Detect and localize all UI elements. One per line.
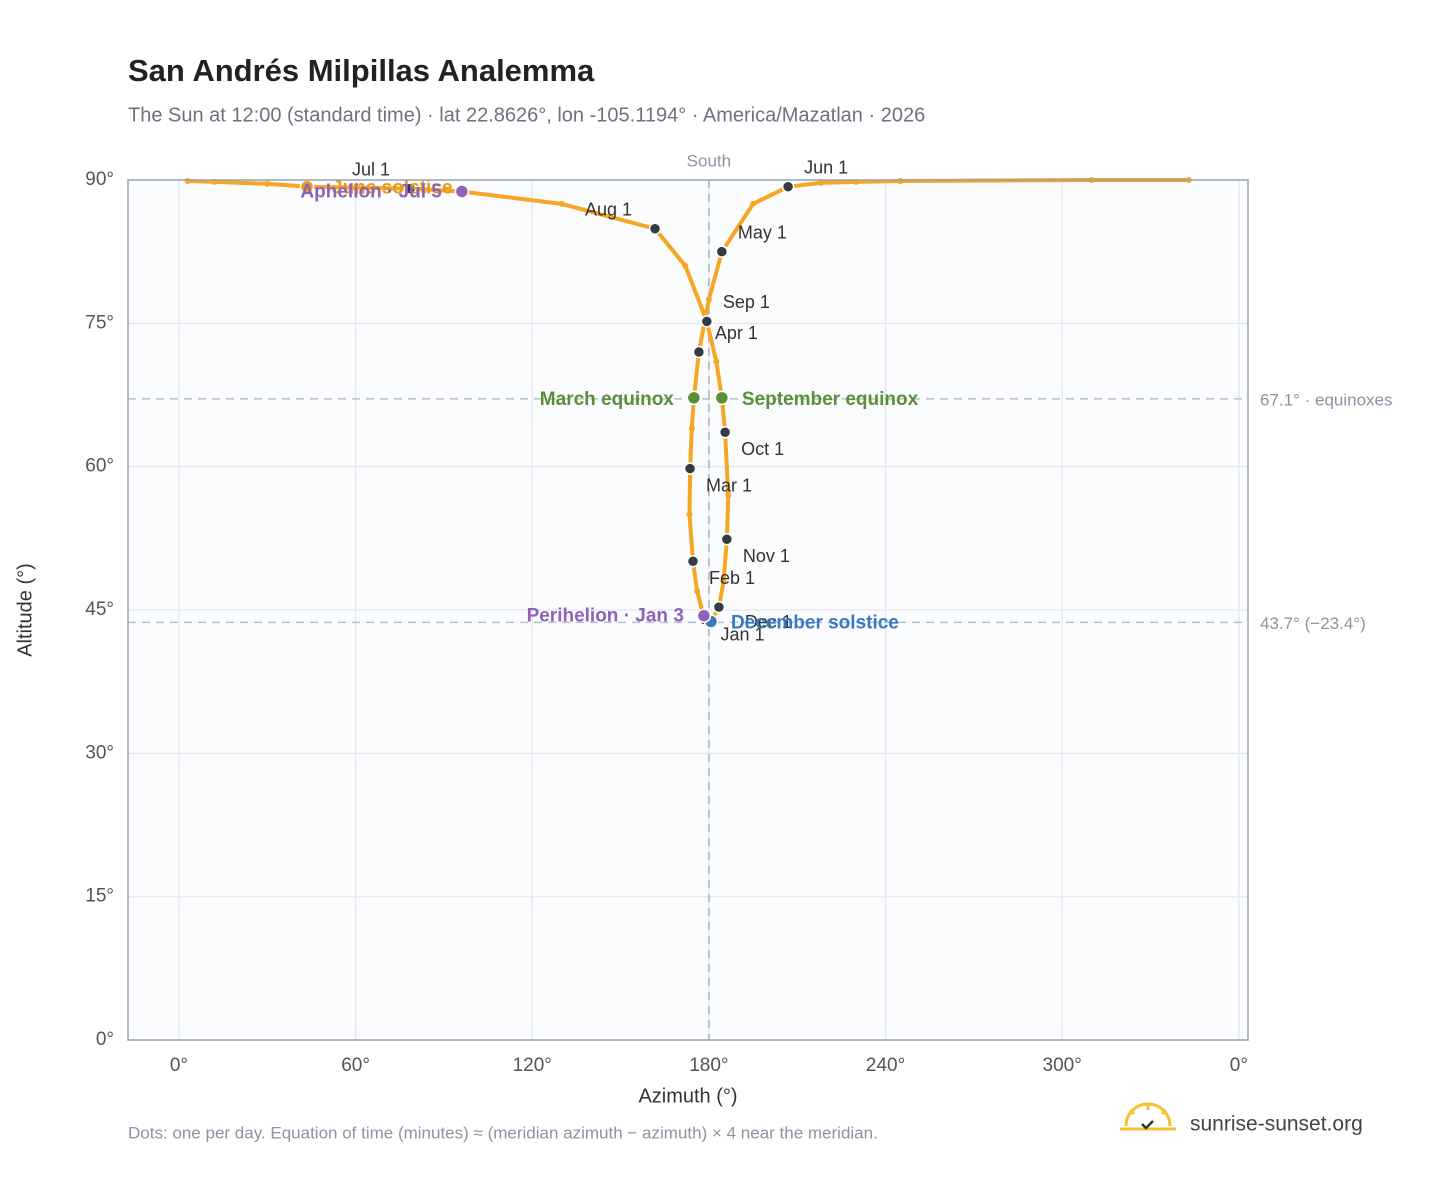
y-tick-label: 15°	[85, 886, 114, 907]
y-axis-label: Altitude (°)	[14, 563, 36, 657]
month-marker	[712, 600, 726, 614]
month-label: Sep 1	[723, 292, 770, 312]
event-label: June solstice	[332, 178, 452, 199]
month-marker	[781, 180, 795, 193]
reference-label: 43.7° (−23.4°)	[1260, 614, 1366, 633]
month-marker	[718, 426, 732, 439]
event-marker	[714, 390, 730, 406]
brand-logo	[1120, 1102, 1176, 1131]
month-label: Jul 1	[352, 159, 390, 179]
x-tick-label: 120°	[513, 1055, 552, 1076]
y-tick-label: 90°	[85, 169, 114, 190]
x-tick-label: 60°	[341, 1055, 370, 1076]
x-axis-label: Azimuth (°)	[638, 1085, 737, 1107]
marks: Jan 1 Feb 1 Mar 1 Apr 1 May 1 Jun 1 Jul 1 Aug 1…	[184, 157, 1192, 644]
x-tick-label: 180°	[689, 1055, 728, 1076]
x-tick-label: 0°	[170, 1055, 188, 1076]
day-dot	[184, 177, 191, 184]
month-marker	[715, 245, 729, 258]
month-label: Aug 1	[585, 199, 632, 219]
month-marker	[700, 315, 714, 328]
month-label: Nov 1	[743, 546, 790, 566]
y-tick-label: 30°	[85, 742, 114, 763]
x-tick-label: 300°	[1043, 1055, 1082, 1076]
day-dot	[817, 179, 824, 186]
chart-subtitle: The Sun at 12:00 (standard time) · lat 2…	[128, 104, 925, 126]
day-dot	[750, 200, 757, 207]
plot-frame	[127, 179, 1249, 1041]
y-tick-label: 0°	[96, 1029, 114, 1050]
x-tick-label: 0°	[1230, 1055, 1248, 1076]
event-label: March equinox	[540, 389, 675, 410]
month-label: Oct 1	[741, 439, 784, 459]
chart-title: San Andrés Milpillas Analemma	[128, 53, 595, 88]
month-marker	[692, 345, 706, 359]
reference-label: 67.1° · equinoxes	[1260, 390, 1393, 409]
event-label: Perihelion · Jan 3	[527, 606, 684, 627]
month-label: Mar 1	[706, 475, 752, 495]
month-marker	[403, 182, 417, 195]
y-tick-label: 45°	[85, 599, 114, 620]
day-dot	[694, 587, 701, 594]
day-dot	[897, 177, 904, 184]
event-label: Aphelion · Jul 5	[300, 181, 442, 202]
y-tick-label: 60°	[85, 456, 114, 477]
day-dot	[720, 578, 727, 585]
month-label: Jan 1	[720, 624, 764, 644]
month-marker	[683, 462, 697, 475]
day-dot	[705, 296, 712, 303]
month-label: Feb 1	[709, 568, 755, 588]
month-label: Dec 1	[745, 612, 792, 632]
month-label: Apr 1	[715, 323, 758, 343]
meridian-label: South	[687, 151, 731, 170]
day-dot	[264, 180, 271, 187]
month-marker	[648, 222, 662, 235]
y-tick-label: 75°	[85, 312, 114, 333]
day-dot	[682, 263, 689, 269]
day-dot	[686, 511, 693, 518]
day-dot	[688, 425, 695, 432]
footnote: Dots: one per day. Equation of time (min…	[128, 1123, 878, 1142]
event-label: December solstice	[731, 612, 899, 633]
brand: sunrise-sunset.org	[1190, 1113, 1363, 1136]
day-dot	[725, 492, 732, 499]
x-tick-label: 240°	[866, 1055, 905, 1076]
event-marker	[686, 390, 702, 406]
event-marker	[454, 184, 470, 199]
month-label: May 1	[738, 222, 787, 242]
day-dot	[352, 184, 359, 191]
event-marker	[696, 608, 712, 623]
event-label: September equinox	[742, 389, 919, 410]
month-marker	[720, 533, 734, 546]
day-dot	[713, 358, 720, 365]
day-dot	[558, 200, 565, 207]
month-label: Jun 1	[804, 157, 848, 177]
month-marker	[686, 555, 700, 568]
